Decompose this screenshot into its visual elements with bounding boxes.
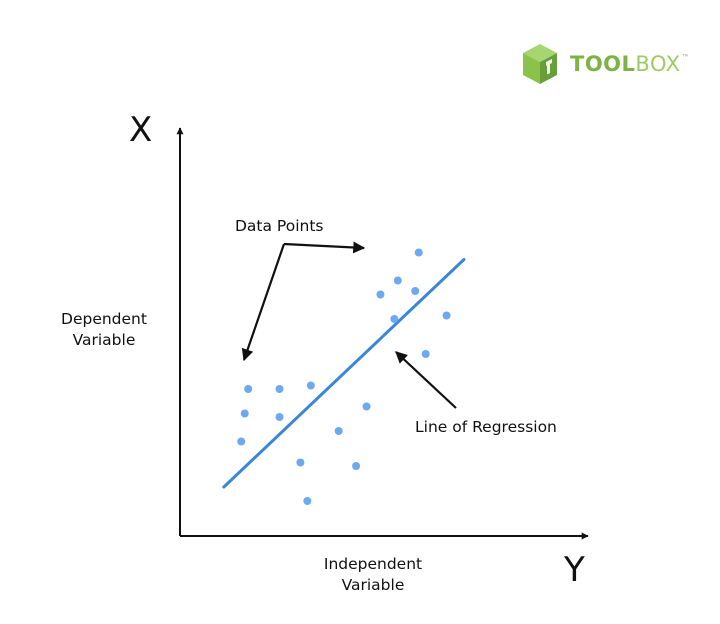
brand-name-light: BOX	[635, 51, 681, 76]
callout-line	[241, 243, 286, 362]
data-point	[393, 276, 402, 285]
data-point	[334, 427, 343, 435]
y-axis-label-line: Variable	[72, 331, 136, 349]
x-axis-label-line: Variable	[341, 576, 405, 594]
trademark-symbol: ™	[681, 52, 691, 62]
brand-name-bold: TOOL	[570, 51, 636, 76]
data-point	[275, 413, 284, 421]
toolbox-logo: TOOLBOX™	[520, 42, 690, 86]
data-point	[240, 409, 249, 418]
callout-line	[283, 241, 366, 254]
data-point	[303, 497, 312, 505]
data-point	[376, 290, 385, 299]
data-point	[390, 315, 399, 323]
cube-logo-icon	[523, 44, 557, 84]
data-point	[275, 385, 284, 393]
data-point	[414, 248, 423, 257]
data-point	[362, 402, 371, 411]
x-axis-label-line: Independent	[323, 555, 423, 573]
data-point	[244, 385, 253, 393]
brand-name: TOOLBOX™	[570, 51, 691, 76]
data-points-annotation: Data Points	[235, 217, 324, 235]
y-axis-letter: X	[129, 110, 153, 150]
data-point	[411, 287, 420, 295]
regression-line-annotation: Line of Regression	[415, 418, 557, 436]
data-point	[296, 458, 305, 467]
x-axis-label: Independent Variable	[302, 554, 444, 596]
callout-line	[395, 351, 457, 409]
regression-line	[222, 258, 466, 489]
data-point	[237, 437, 246, 446]
data-point	[421, 350, 430, 358]
data-point	[442, 311, 451, 320]
y-axis-label-line: Dependent	[61, 310, 147, 328]
x-axis-letter: Y	[564, 550, 585, 590]
data-point	[352, 462, 361, 470]
y-axis-label: Dependent Variable	[40, 309, 168, 351]
data-point	[306, 381, 315, 390]
